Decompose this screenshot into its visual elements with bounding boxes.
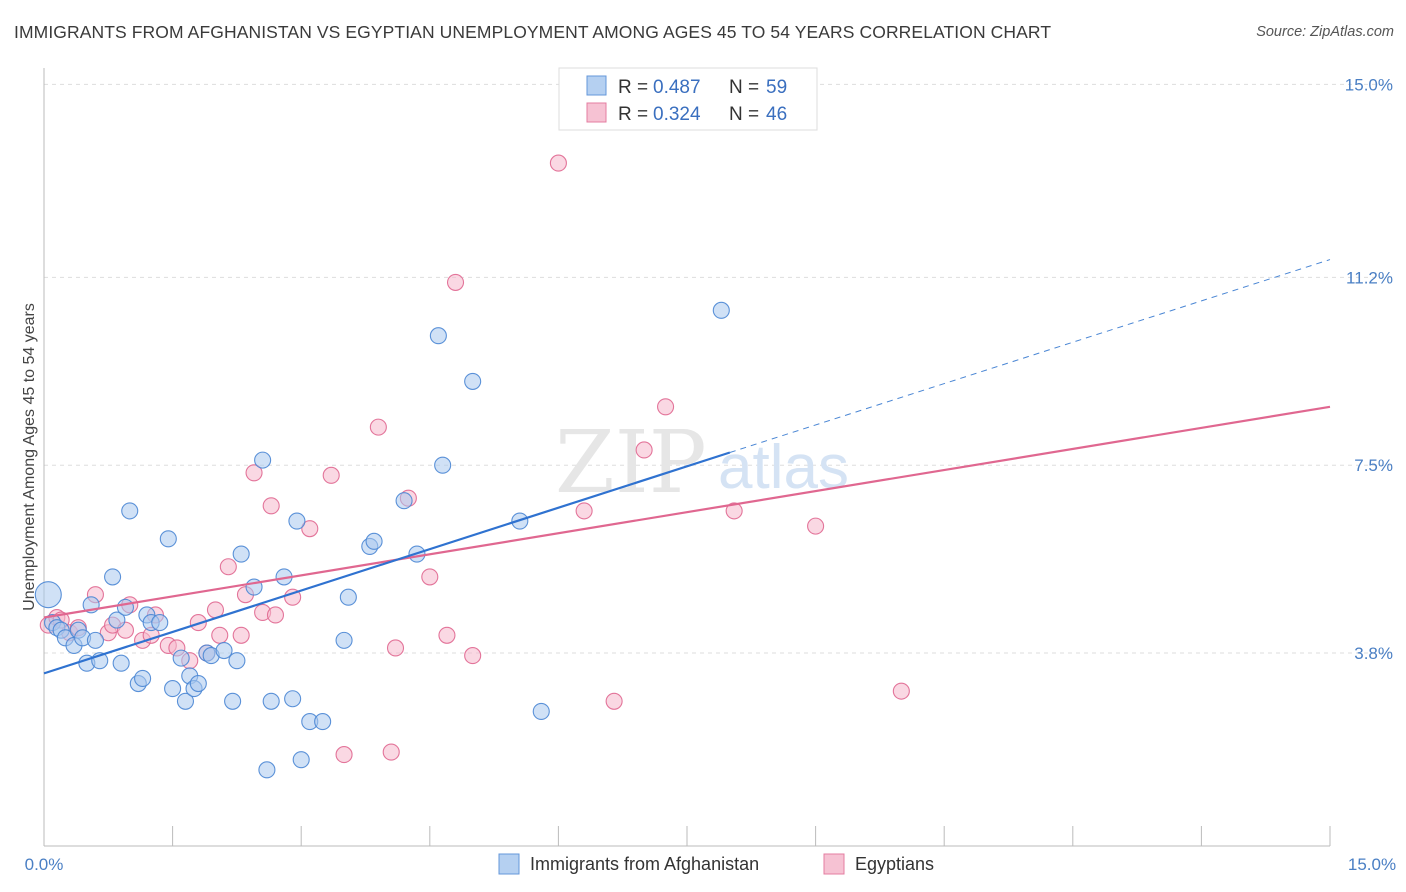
data-point <box>211 626 229 644</box>
watermark: ZIP atlas <box>555 413 849 513</box>
y-tick-label: 7.5% <box>1354 456 1393 475</box>
data-point <box>712 301 730 319</box>
data-point <box>365 532 383 550</box>
y-axis-label: Unemployment Among Ages 45 to 54 years <box>21 303 38 611</box>
data-point <box>892 682 910 700</box>
x-tick-marks <box>172 826 1331 846</box>
watermark-atlas: atlas <box>718 433 849 502</box>
legend-n-label-2: N = <box>729 104 759 125</box>
data-point <box>176 692 195 710</box>
data-point <box>172 649 190 667</box>
data-point <box>159 530 177 548</box>
data-point <box>339 588 357 606</box>
bottom-legend-label-pink: Egyptians <box>855 854 934 874</box>
bottom-legend: Immigrants from Afghanistan Egyptians <box>498 853 934 875</box>
data-point <box>245 464 263 482</box>
bottom-legend-swatch-pink <box>823 853 845 875</box>
trend-line-egyptians <box>43 405 1331 619</box>
data-point <box>335 746 353 764</box>
data-point <box>438 626 456 644</box>
legend-r-value-2: 0.324 <box>653 104 701 125</box>
y-tick-labels: 3.8% 7.5% 11.2% 15.0% <box>1345 75 1393 663</box>
egyptians-points <box>39 154 910 764</box>
afghanistan-points <box>34 301 730 779</box>
data-point <box>657 398 675 416</box>
grid-lines <box>44 83 1395 654</box>
data-point <box>322 466 340 484</box>
data-point <box>335 631 353 649</box>
data-point <box>301 520 319 538</box>
data-point <box>254 451 272 469</box>
data-point <box>104 568 122 586</box>
chart-title: IMMIGRANTS FROM AFGHANISTAN VS EGYPTIAN … <box>14 22 1052 42</box>
data-point <box>288 512 306 530</box>
data-point <box>219 558 237 576</box>
source-label: Source: ZipAtlas.com <box>1256 24 1394 40</box>
legend-swatch-pink <box>586 102 607 123</box>
data-point <box>446 273 465 291</box>
bottom-legend-label-blue: Immigrants from Afghanistan <box>530 854 759 874</box>
data-point <box>532 702 550 720</box>
data-point <box>284 588 302 606</box>
data-point <box>112 654 130 672</box>
data-point <box>215 641 233 660</box>
data-point <box>575 502 593 520</box>
data-point <box>224 692 242 710</box>
data-point <box>266 606 285 624</box>
data-point <box>284 690 302 708</box>
trend-line-afghanistan <box>43 451 731 675</box>
y-tick-label: 3.8% <box>1354 644 1393 663</box>
data-point <box>382 743 400 761</box>
data-point <box>262 692 280 710</box>
data-point <box>292 751 310 769</box>
watermark-zip: ZIP <box>555 413 707 513</box>
data-point <box>228 652 246 670</box>
y-tick-label: 15.0% <box>1345 75 1393 94</box>
data-point <box>549 154 567 172</box>
data-point <box>386 639 405 657</box>
data-point <box>434 456 452 474</box>
data-point <box>807 517 825 535</box>
data-point <box>34 581 62 609</box>
data-point <box>86 631 104 649</box>
data-point <box>189 674 207 693</box>
data-point <box>421 568 439 586</box>
legend-r-value-1: 0.487 <box>653 77 701 98</box>
legend-n-value-1: 59 <box>766 77 787 98</box>
data-point <box>605 692 623 710</box>
legend-r-label-1: R = <box>618 77 648 98</box>
data-point <box>369 418 387 436</box>
legend-swatch-blue <box>586 75 607 96</box>
data-point <box>121 502 139 520</box>
data-point <box>464 647 482 665</box>
data-point <box>108 611 126 629</box>
data-point <box>262 497 280 515</box>
top-legend: R = 0.487 N = 59 R = 0.324 N = 46 <box>558 67 818 131</box>
bottom-legend-swatch-blue <box>498 853 520 875</box>
data-point <box>232 626 250 644</box>
trend-line-afghanistan-extension <box>729 259 1331 453</box>
data-point <box>429 327 447 345</box>
x-tick-label-max: 15.0% <box>1348 855 1396 874</box>
data-point <box>314 713 332 731</box>
data-point <box>164 680 182 698</box>
data-point <box>464 372 482 390</box>
x-tick-label-min: 0.0% <box>25 855 64 874</box>
data-point <box>258 761 276 779</box>
data-point <box>116 598 134 616</box>
y-tick-label: 11.2% <box>1346 268 1393 287</box>
data-point <box>134 669 152 687</box>
data-point <box>395 492 413 510</box>
legend-n-label-1: N = <box>729 77 759 98</box>
data-point <box>635 441 653 459</box>
trend-lines <box>43 259 1331 675</box>
legend-n-value-2: 46 <box>766 104 787 125</box>
data-point <box>232 545 250 563</box>
legend-r-label-2: R = <box>618 104 648 125</box>
data-point <box>151 614 169 632</box>
data-point <box>725 502 743 520</box>
